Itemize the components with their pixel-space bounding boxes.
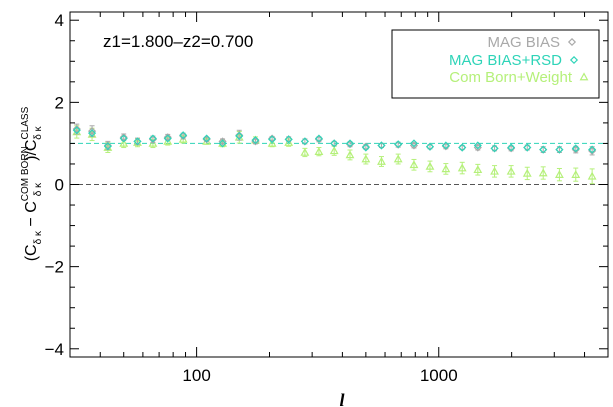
data-point [588, 145, 597, 154]
data-point [458, 143, 467, 152]
data-point [506, 166, 516, 175]
plot-area [69, 11, 609, 358]
data-point [235, 131, 244, 141]
data-point [300, 137, 309, 146]
legend-markers [567, 37, 589, 81]
data-point [571, 144, 580, 153]
data-point [218, 137, 227, 146]
data-marks [72, 123, 597, 185]
legend-marker [567, 37, 577, 47]
data-point [490, 166, 499, 175]
legend-marker [579, 72, 589, 81]
x-tick-label: 100 [182, 366, 210, 385]
data-point [441, 141, 450, 150]
data-point [345, 150, 355, 159]
data-point [377, 156, 386, 165]
legend: MAG BIAS MAG BIAS+RSD Com Born+Weight [391, 29, 600, 99]
data-point [393, 154, 403, 163]
y-tick-label: 0 [55, 176, 64, 195]
data-point [314, 147, 324, 155]
legend-label-mag-bias: MAG BIAS [487, 34, 560, 51]
legend-label-mag-bias-rsd: MAG BIAS+RSD [449, 52, 562, 69]
data-point [163, 136, 173, 145]
data-point [251, 136, 260, 145]
legend-box [391, 29, 600, 99]
data-point [345, 139, 355, 148]
data-point [394, 140, 403, 149]
data-point [425, 161, 435, 170]
data-point [587, 171, 597, 180]
data-point [457, 163, 467, 172]
data-point [72, 125, 81, 134]
data-point [133, 137, 142, 146]
annotation-redshift: z1=1.800–z2=0.700 [103, 32, 253, 51]
data-point [523, 143, 532, 152]
data-point [314, 134, 323, 143]
data-point [202, 134, 211, 143]
data-point [88, 127, 97, 136]
data-point [179, 131, 188, 140]
data-point [72, 126, 81, 135]
x-tick-label: 1000 [420, 366, 458, 385]
legend-marker [569, 55, 579, 65]
data-point [361, 143, 370, 152]
data-point [361, 154, 371, 163]
series-mag-bias-rsd [72, 126, 597, 154]
data-point [284, 135, 293, 144]
data-point [163, 133, 172, 142]
data-point [409, 139, 419, 148]
data-point [539, 145, 548, 154]
data-point [377, 141, 386, 150]
axis-ticks [69, 12, 609, 357]
data-point [507, 143, 516, 152]
data-point [409, 160, 419, 169]
data-point [119, 133, 128, 142]
data-point [538, 168, 548, 177]
y-axis-label: (Cδ κ − CCOM BORN δ κ)/CCLASS δ κ [20, 106, 44, 261]
legend-label-com-born-weight: Com Born+Weight [449, 69, 573, 86]
data-point [554, 170, 564, 178]
data-point [329, 146, 339, 155]
data-point [251, 137, 260, 146]
data-point [522, 168, 532, 177]
data-point [88, 129, 97, 138]
data-point [268, 135, 277, 144]
data-point [571, 145, 580, 154]
data-point [267, 138, 277, 147]
data-point [441, 164, 451, 173]
data-point [330, 139, 339, 148]
data-point [119, 138, 129, 147]
data-point [425, 142, 435, 151]
y-tick-label: 4 [55, 11, 64, 30]
data-point [555, 145, 564, 154]
y-tick-label: 2 [55, 93, 64, 112]
series-com-born-weight [72, 125, 597, 185]
reference-lines [70, 142, 608, 185]
y-tick-label: −2 [45, 258, 64, 277]
data-point [300, 147, 310, 156]
y-tick-labels: 4 2 0 −2 −4 [45, 11, 64, 359]
data-point [218, 139, 227, 148]
data-point [473, 141, 482, 150]
x-tick-labels: 100 1000 [182, 366, 457, 385]
data-point [148, 134, 157, 143]
data-point [473, 165, 483, 174]
data-point [490, 144, 499, 153]
data-point [571, 170, 581, 178]
data-point [588, 146, 597, 155]
data-point [103, 142, 112, 151]
data-point [163, 134, 172, 143]
y-tick-label: −4 [45, 340, 64, 359]
x-axis-label: l [339, 390, 344, 407]
data-point [119, 134, 128, 143]
